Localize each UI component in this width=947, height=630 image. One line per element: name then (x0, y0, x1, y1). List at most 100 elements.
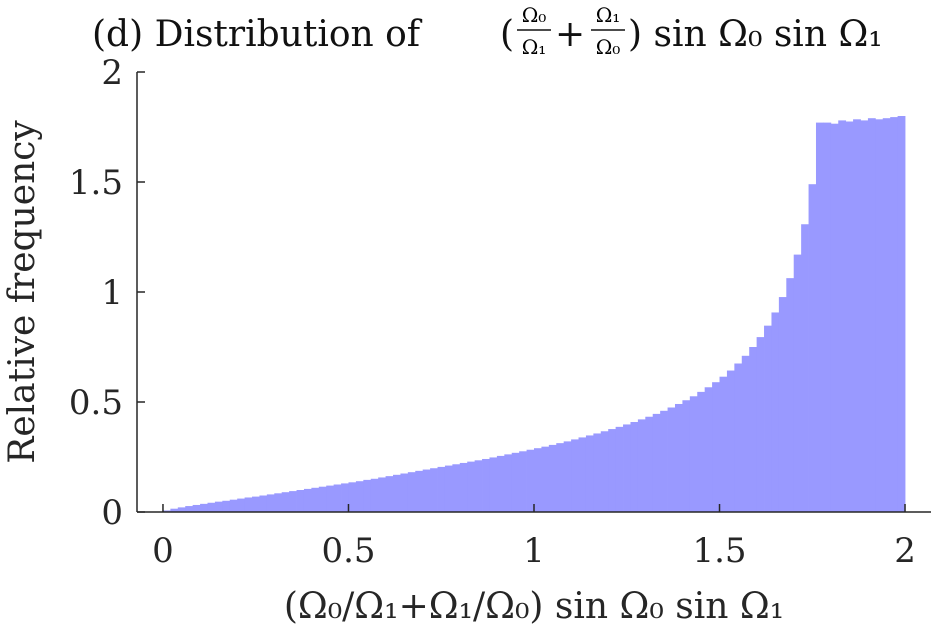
histogram-bar (534, 448, 542, 512)
histogram-bar (749, 347, 758, 512)
chart-title: (d) Distribution of ( Ω₀ Ω₁ + Ω₁ Ω₀ ) si… (92, 3, 883, 59)
histogram-bar (333, 484, 342, 512)
title-suffix: ) sin Ω₀ sin Ω₁ (628, 14, 883, 55)
histogram-bar (853, 119, 861, 513)
histogram-bar (830, 123, 839, 512)
histogram-bar (489, 457, 498, 512)
histogram-bar (222, 500, 231, 512)
histogram-bar (563, 441, 572, 512)
histogram-bar (192, 504, 201, 512)
histogram-bar (571, 439, 579, 512)
histogram-bar (637, 419, 646, 512)
histogram-bar (229, 499, 238, 512)
histogram-bar (393, 474, 401, 512)
histogram-bar (496, 455, 505, 512)
histogram-bar (370, 478, 379, 512)
histogram-bar (355, 481, 364, 512)
x-axis-label: (Ω₀/Ω₁+Ω₁/Ω₀) sin Ω₀ sin Ω₁ (284, 586, 784, 627)
histogram-bar (274, 493, 283, 512)
histogram-bar (793, 254, 802, 512)
x-tick-label: 0.5 (321, 531, 375, 571)
histogram-bar (897, 116, 906, 512)
histogram-bar (689, 396, 698, 512)
histogram-bar (704, 387, 713, 512)
histogram-bar (200, 503, 208, 512)
histogram-bar (578, 437, 587, 512)
x-tick-label: 2 (894, 531, 916, 571)
histogram-bar (867, 118, 876, 512)
histogram-bar (882, 118, 891, 512)
histogram-bar (823, 122, 832, 512)
histogram-bar (430, 468, 438, 512)
histogram-bar (615, 426, 624, 512)
histogram-bar (348, 482, 357, 512)
y-tick-label: 0 (101, 493, 123, 533)
histogram-bar (452, 464, 461, 512)
histogram-bar (712, 382, 720, 512)
histogram-bar (585, 435, 594, 512)
histogram-bar (378, 477, 386, 512)
histogram-bar (482, 458, 490, 512)
histogram-bar (526, 449, 535, 512)
histogram-bar (719, 376, 728, 512)
histogram-bar (504, 454, 513, 512)
histogram-bar (623, 424, 631, 512)
histogram-bar (237, 498, 245, 512)
histogram-bar (600, 431, 609, 512)
histogram-bar (170, 508, 179, 512)
histogram-bar (400, 473, 409, 512)
histogram-bar (764, 325, 772, 512)
histogram-bar (341, 483, 349, 512)
title-plus: + (555, 14, 585, 55)
histogram-bar (407, 472, 416, 512)
histogram-bar (593, 433, 602, 512)
histogram-bar (726, 370, 735, 512)
histogram-bars (162, 116, 906, 513)
histogram-bar (838, 120, 847, 513)
y-tick-label: 1 (101, 273, 123, 313)
histogram-bar (667, 407, 676, 512)
histogram-bar (519, 451, 527, 512)
histogram-bar (244, 497, 253, 512)
histogram-bar (890, 117, 899, 512)
histogram-bar (266, 494, 275, 512)
histogram-bar (185, 506, 194, 512)
x-tick-label: 1.5 (692, 531, 746, 571)
histogram-bar (474, 460, 483, 512)
histogram-bar (645, 416, 654, 512)
histogram-bar (741, 355, 750, 512)
x-tick-label: 1 (523, 531, 545, 571)
histogram-bar (541, 446, 550, 512)
y-tick-label: 2 (101, 53, 123, 93)
title-frac2-numerator: Ω₁ (596, 3, 621, 27)
histogram-bar (444, 465, 453, 512)
histogram-bar (296, 490, 305, 512)
histogram-bar (771, 312, 780, 512)
y-axis-label: Relative frequency (2, 120, 43, 464)
y-tick-label: 1.5 (69, 163, 123, 203)
histogram-bar (385, 476, 394, 512)
title-prefix: (d) Distribution of (92, 14, 423, 55)
y-axis-ticks: 0 0.5 1 1.5 2 (69, 53, 145, 533)
x-tick-label: 0 (152, 531, 174, 571)
histogram-bar (511, 452, 520, 512)
y-tick-label: 0.5 (69, 383, 123, 423)
histogram-bar (467, 461, 476, 512)
histogram-bar (422, 469, 431, 512)
histogram-bar (815, 122, 824, 512)
histogram-bar (682, 400, 691, 512)
title-open-paren: ( (500, 14, 514, 55)
histogram-bar (252, 496, 260, 512)
histogram-bar (214, 501, 223, 512)
histogram-bar (548, 444, 557, 512)
histogram-bar (318, 486, 327, 512)
x-axis-ticks: 0 0.5 1 1.5 2 (152, 504, 916, 571)
histogram-bar (437, 466, 446, 512)
histogram-bar (778, 297, 787, 512)
histogram-bar (786, 278, 795, 512)
histogram-bar (801, 224, 809, 513)
histogram-bar (363, 479, 372, 512)
histogram-bar (259, 495, 268, 512)
histogram-bar (808, 184, 817, 512)
